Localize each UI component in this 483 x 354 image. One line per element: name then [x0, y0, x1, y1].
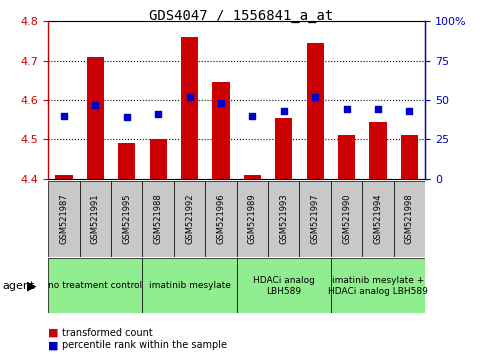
- Bar: [150, 139, 167, 179]
- Text: imatinib mesylate: imatinib mesylate: [149, 281, 230, 290]
- Text: GSM521998: GSM521998: [405, 193, 414, 244]
- Bar: [244, 175, 261, 179]
- Bar: [362, 181, 394, 257]
- Text: GSM521992: GSM521992: [185, 193, 194, 244]
- Text: GSM521990: GSM521990: [342, 193, 351, 244]
- Bar: [268, 181, 299, 257]
- Bar: [237, 258, 331, 313]
- Point: [374, 107, 382, 112]
- Point: [312, 94, 319, 100]
- Point: [60, 113, 68, 119]
- Point: [92, 102, 99, 108]
- Bar: [331, 181, 362, 257]
- Bar: [394, 181, 425, 257]
- Bar: [401, 136, 418, 179]
- Text: no treatment control: no treatment control: [48, 281, 142, 290]
- Bar: [118, 143, 135, 179]
- Text: GSM521987: GSM521987: [59, 193, 69, 244]
- Bar: [142, 181, 174, 257]
- Text: GDS4047 / 1556841_a_at: GDS4047 / 1556841_a_at: [149, 9, 334, 23]
- Text: GSM521994: GSM521994: [373, 193, 383, 244]
- Point: [217, 100, 225, 106]
- Bar: [338, 136, 355, 179]
- Text: GSM521989: GSM521989: [248, 193, 257, 244]
- Text: GSM521993: GSM521993: [279, 193, 288, 244]
- Bar: [307, 43, 324, 179]
- Text: agent: agent: [2, 281, 35, 291]
- Point: [343, 107, 351, 112]
- Bar: [331, 258, 425, 313]
- Bar: [213, 82, 229, 179]
- Point: [406, 108, 413, 114]
- Bar: [111, 181, 142, 257]
- Text: HDACi analog
LBH589: HDACi analog LBH589: [253, 276, 315, 296]
- Point: [280, 108, 288, 114]
- Point: [186, 94, 194, 100]
- Point: [249, 113, 256, 119]
- Text: transformed count: transformed count: [62, 328, 153, 338]
- Bar: [80, 181, 111, 257]
- Text: GSM521996: GSM521996: [216, 193, 226, 244]
- Text: ▶: ▶: [27, 279, 36, 292]
- Bar: [48, 181, 80, 257]
- Bar: [275, 118, 292, 179]
- Bar: [174, 181, 205, 257]
- Text: imatinib mesylate +
HDACi analog LBH589: imatinib mesylate + HDACi analog LBH589: [328, 276, 428, 296]
- Bar: [369, 122, 386, 179]
- Text: GSM521997: GSM521997: [311, 193, 320, 244]
- Text: GSM521991: GSM521991: [91, 193, 100, 244]
- Bar: [237, 181, 268, 257]
- Point: [123, 114, 130, 120]
- Text: GSM521988: GSM521988: [154, 193, 163, 244]
- Text: GSM521995: GSM521995: [122, 193, 131, 244]
- Text: ■: ■: [48, 340, 59, 350]
- Point: [155, 112, 162, 117]
- Bar: [142, 258, 237, 313]
- Bar: [56, 175, 72, 179]
- Bar: [181, 37, 198, 179]
- Bar: [87, 57, 104, 179]
- Text: ■: ■: [48, 328, 59, 338]
- Bar: [205, 181, 237, 257]
- Bar: [48, 258, 142, 313]
- Text: percentile rank within the sample: percentile rank within the sample: [62, 340, 227, 350]
- Bar: [299, 181, 331, 257]
